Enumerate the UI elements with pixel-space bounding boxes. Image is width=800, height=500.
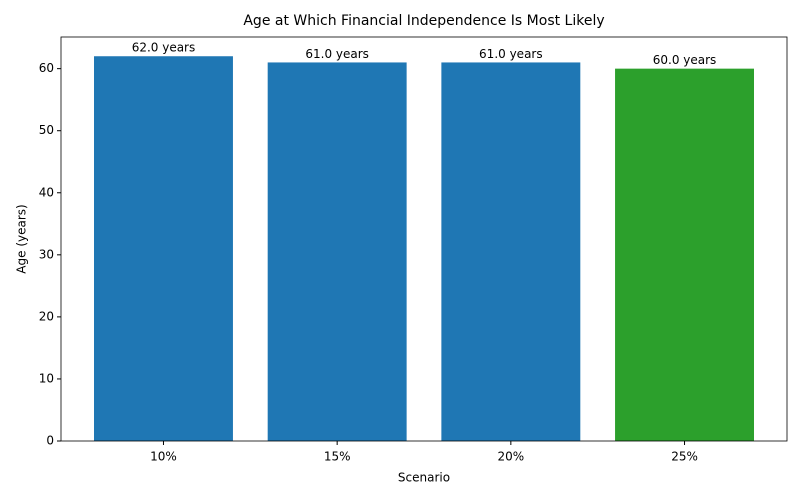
y-tick-label: 20 [39,309,54,323]
bar [615,68,754,441]
x-tick-label: 20% [498,450,525,464]
bar [267,62,407,441]
data-label: 61.0 years [479,47,543,61]
data-label: 61.0 years [305,47,369,61]
y-tick-label: 0 [46,434,54,448]
y-tick-label: 40 [39,185,54,199]
x-tick-label: 25% [671,450,698,464]
data-label: 62.0 years [132,41,196,55]
chart-title: Age at Which Financial Independence Is M… [243,13,604,29]
x-tick-label: 15% [324,450,351,464]
data-label: 60.0 years [653,53,717,67]
y-axis-label: Age (years) [15,204,29,273]
plot-frame [60,36,788,442]
bar [94,56,233,441]
y-tick-label: 30 [39,247,54,261]
x-tick-label: 10% [150,450,177,464]
y-tick-label: 50 [39,123,54,137]
y-tick-label: 60 [39,61,54,75]
y-tick-label: 10 [39,371,54,385]
x-axis-label: Scenario [398,471,450,485]
bar [441,62,581,441]
